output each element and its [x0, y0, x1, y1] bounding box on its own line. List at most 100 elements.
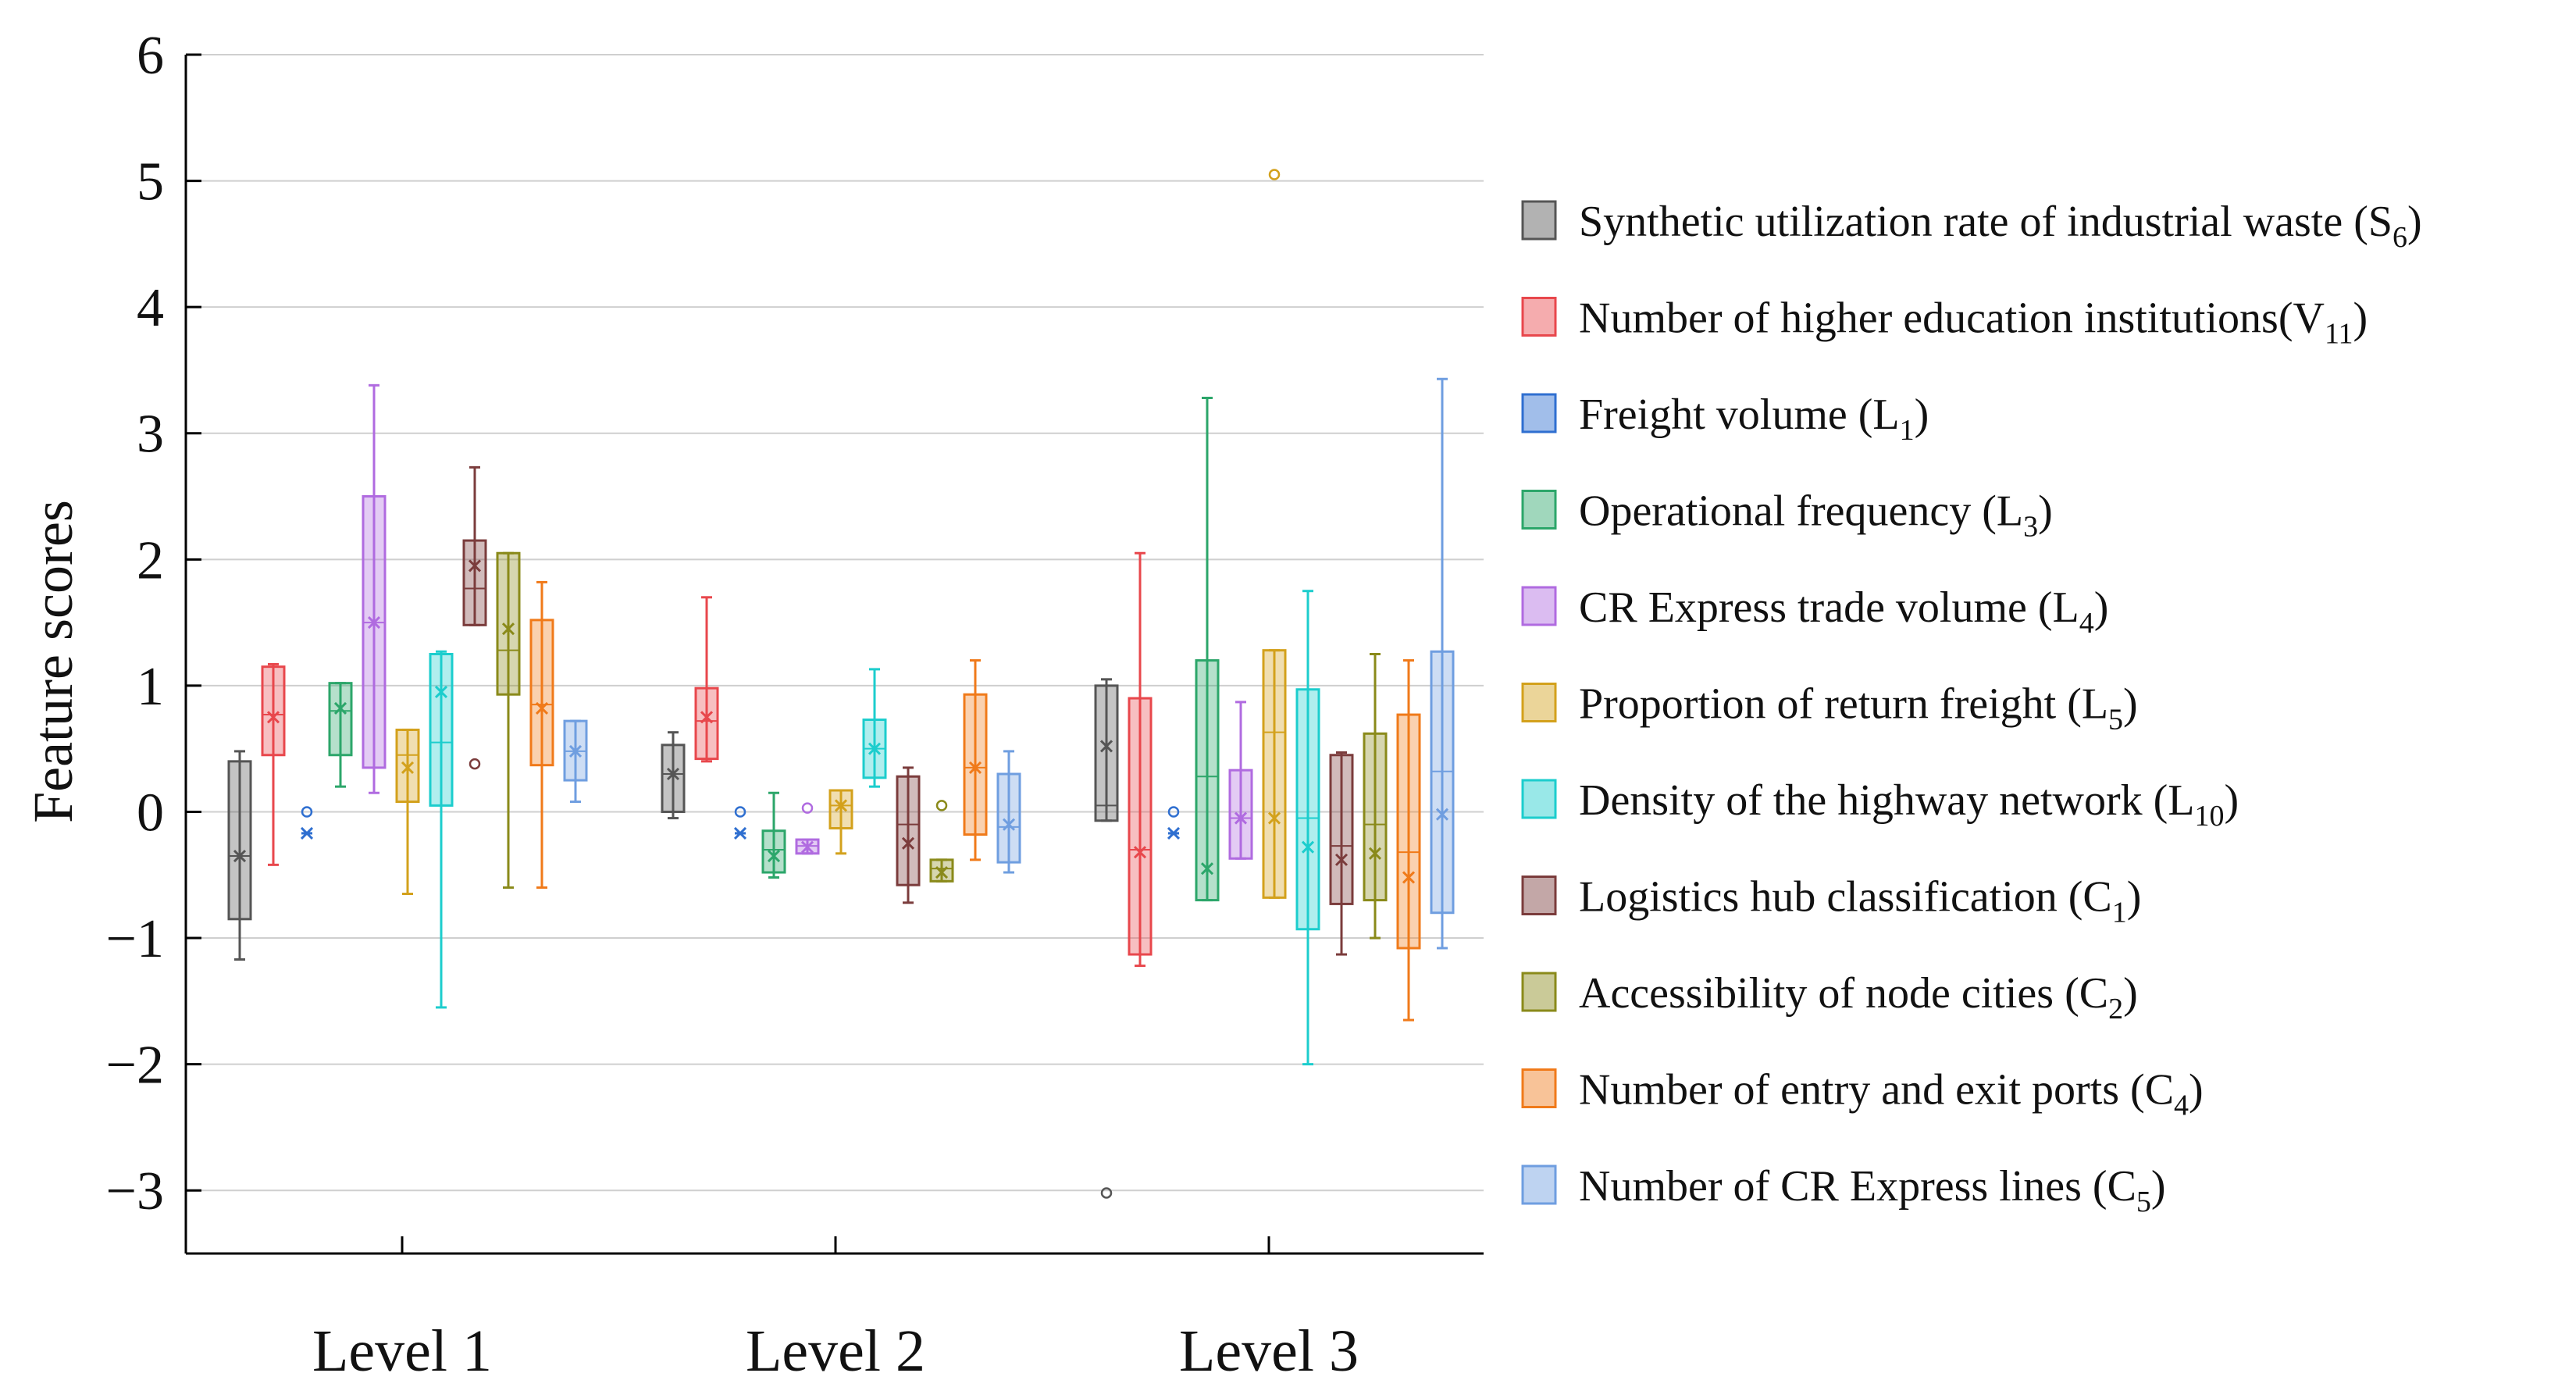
mean-marker [1435, 808, 1449, 821]
mean-marker [568, 744, 583, 758]
mean-marker [266, 711, 280, 724]
box-3-level-2 [733, 806, 747, 840]
box-4-level-1 [328, 682, 353, 788]
mean-marker [1402, 871, 1416, 884]
box-10-level-3 [1396, 659, 1421, 1022]
box-1-level-1 [227, 750, 252, 961]
y-tick-label: 0 [137, 783, 164, 843]
box-5-level-3 [1228, 701, 1253, 860]
legend-swatch [1521, 490, 1557, 530]
outlier-point [301, 806, 313, 818]
legend-label: Number of higher education institutions(… [1579, 294, 2368, 351]
legend-label: Operational frequency (L3) [1579, 487, 2053, 544]
legend-swatch [1521, 972, 1557, 1012]
legend-item: Synthetic utilization rate of industrial… [1521, 198, 2422, 254]
mean-marker [367, 616, 381, 629]
iqr-box [1396, 713, 1421, 950]
legend-label: Density of the highway network (L10) [1579, 776, 2239, 833]
mean-marker [333, 701, 347, 715]
y-tick-label: 1 [137, 657, 164, 717]
iqr-box [395, 728, 420, 804]
box-6-level-1 [395, 728, 420, 895]
iqr-box [963, 693, 988, 836]
legend-swatch [1521, 586, 1557, 626]
mean-marker [1002, 818, 1016, 831]
box-8-level-3 [1329, 751, 1354, 956]
mean-marker [300, 826, 314, 840]
x-category-label: Level 3 [1179, 1318, 1359, 1384]
iqr-box [1363, 732, 1388, 902]
iqr-box [429, 653, 454, 807]
legend-item: Operational frequency (L3) [1521, 487, 2053, 544]
box-series [227, 169, 1455, 1199]
mean-marker [1368, 847, 1382, 860]
mean-marker [800, 840, 814, 854]
legend-item: Number of higher education institutions(… [1521, 294, 2368, 351]
legend-label: Synthetic utilization rate of industrial… [1579, 198, 2422, 254]
mean-marker [401, 761, 415, 774]
mean-marker [700, 711, 714, 724]
mean-marker [733, 826, 747, 840]
iqr-box [462, 539, 487, 626]
mean-marker [901, 836, 915, 850]
legend-swatch [1521, 393, 1557, 433]
box-5-level-2 [795, 802, 820, 855]
box-9-level-2 [929, 800, 954, 883]
iqr-box [661, 744, 686, 813]
legend-item: Accessibility of node cities (C2) [1521, 969, 2138, 1025]
mean-marker [1334, 853, 1349, 866]
box-6-level-3 [1262, 169, 1287, 899]
box-4-level-2 [761, 791, 786, 879]
legend-swatch [1521, 200, 1557, 241]
mean-marker [501, 622, 515, 636]
legend-label: Number of CR Express lines (C5) [1579, 1162, 2166, 1218]
outlier-point [801, 802, 814, 814]
legend-label: Proportion of return freight (L5) [1579, 680, 2138, 736]
iqr-box [328, 682, 353, 757]
y-tick-label: 5 [137, 152, 164, 212]
mean-marker [1234, 811, 1248, 825]
box-1-level-2 [661, 731, 686, 820]
outlier-point [734, 806, 746, 818]
mean-marker [1133, 846, 1147, 859]
mean-marker [1099, 740, 1113, 753]
legend-item: CR Express trade volume (L4) [1521, 583, 2108, 640]
y-tick-label: 2 [137, 530, 164, 590]
legend-swatch [1521, 876, 1557, 915]
legend-label: Logistics hub classification (C1) [1579, 873, 2141, 929]
mean-marker [1267, 811, 1281, 825]
mean-marker [468, 559, 482, 572]
legend-item: Proportion of return freight (L5) [1521, 680, 2138, 736]
legend-item: Logistics hub classification (C1) [1521, 873, 2141, 929]
box-7-level-1 [429, 650, 454, 1009]
mean-marker [1200, 862, 1214, 876]
iqr-box [362, 495, 387, 769]
box-7-level-3 [1295, 590, 1320, 1066]
box-8-level-2 [896, 766, 921, 904]
mean-marker [834, 799, 848, 812]
x-category-label: Level 1 [312, 1318, 492, 1384]
legend: Synthetic utilization rate of industrial… [1521, 198, 2422, 1218]
mean-marker [1167, 826, 1181, 840]
iqr-box [1329, 754, 1354, 905]
legend-item: Number of entry and exit ports (C4) [1521, 1066, 2204, 1122]
mean-marker [868, 742, 882, 755]
box-2-level-2 [694, 596, 719, 763]
mean-marker [434, 685, 448, 699]
iqr-box [929, 858, 954, 883]
x-category-label: Level 2 [746, 1318, 925, 1384]
outlier-point [935, 800, 948, 811]
axes: −3 −2 −1 0 1 2 3 4 5 6 Level 1 Level 2 Level 3 [106, 26, 1484, 1384]
iqr-box [1128, 697, 1153, 956]
legend-label: CR Express trade volume (L4) [1579, 583, 2108, 640]
iqr-box [1228, 769, 1253, 860]
box-5-level-1 [362, 383, 387, 794]
iqr-box [1262, 649, 1287, 899]
box-9-level-1 [496, 551, 521, 889]
legend-label: Accessibility of node cities (C2) [1579, 969, 2138, 1025]
y-tick-label: 3 [137, 405, 164, 465]
mean-marker [233, 849, 247, 863]
mean-marker [1301, 840, 1315, 854]
iqr-box [694, 687, 719, 761]
